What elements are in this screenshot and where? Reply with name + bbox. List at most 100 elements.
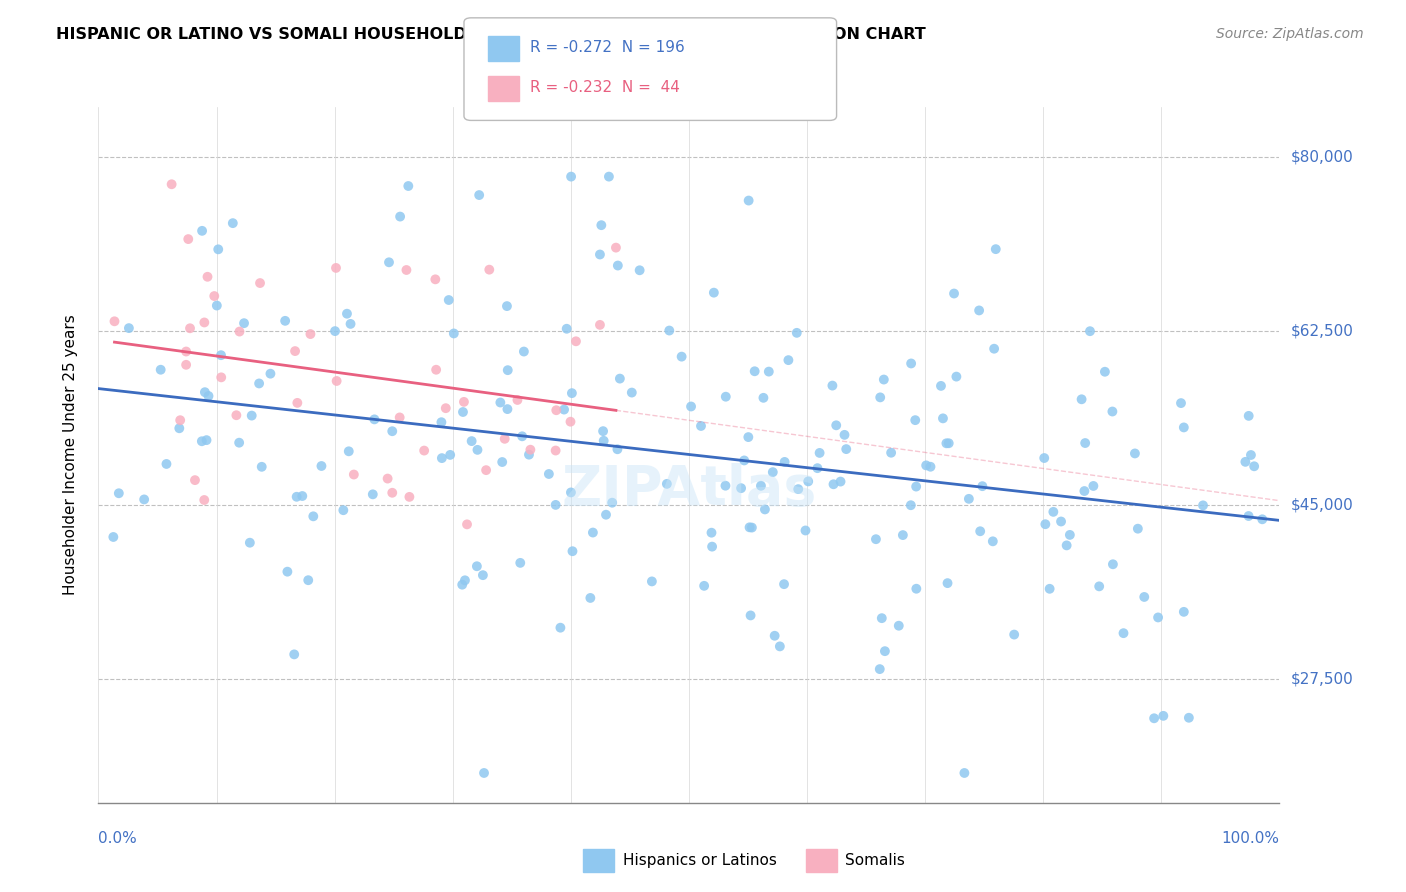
Text: HISPANIC OR LATINO VS SOMALI HOUSEHOLDER INCOME UNDER 25 YEARS CORRELATION CHART: HISPANIC OR LATINO VS SOMALI HOUSEHOLDER… [56, 27, 927, 42]
Point [283, 648, 305, 662]
Point [560, 415, 582, 429]
Point [510, 429, 533, 443]
Point [299, 327, 322, 342]
Point [740, 608, 762, 623]
Point [207, 243, 229, 257]
Point [891, 528, 914, 542]
Point [1133, 590, 1156, 604]
Point [758, 365, 780, 379]
Point [561, 544, 583, 558]
Point [945, 369, 967, 384]
Text: Somalis: Somalis [845, 854, 905, 868]
Point [228, 435, 250, 450]
Point [1123, 446, 1146, 460]
Point [1074, 436, 1097, 450]
Point [936, 576, 959, 591]
Point [752, 391, 775, 405]
Point [873, 644, 896, 658]
Point [1147, 610, 1170, 624]
Point [561, 386, 583, 401]
Point [332, 503, 354, 517]
Point [325, 260, 347, 275]
Point [193, 493, 215, 508]
Point [592, 434, 614, 448]
Point [1237, 409, 1260, 423]
Point [325, 374, 347, 388]
Point [938, 436, 960, 450]
Point [336, 307, 359, 321]
Point [700, 525, 723, 540]
Point [546, 403, 568, 417]
Point [983, 342, 1005, 356]
Point [1251, 512, 1274, 526]
Point [108, 486, 131, 500]
Point [806, 461, 828, 475]
Point [544, 498, 567, 512]
Point [969, 524, 991, 539]
Point [620, 385, 643, 400]
Point [658, 324, 681, 338]
Point [1143, 711, 1166, 725]
Point [491, 455, 513, 469]
Point [118, 321, 141, 335]
Point [905, 479, 928, 493]
Text: $80,000: $80,000 [1291, 149, 1354, 164]
Point [671, 350, 693, 364]
Point [537, 467, 560, 481]
Text: ZIPAtlas: ZIPAtlas [561, 463, 817, 516]
Text: $27,500: $27,500 [1291, 671, 1354, 686]
Point [519, 442, 541, 457]
Point [579, 591, 602, 605]
Point [225, 408, 247, 422]
Point [149, 362, 172, 376]
Point [741, 520, 763, 534]
Point [972, 479, 994, 493]
Point [1002, 627, 1025, 641]
Point [1088, 579, 1111, 593]
Point [825, 418, 848, 433]
Point [361, 487, 384, 501]
Point [560, 169, 582, 184]
Point [425, 363, 447, 377]
Text: $62,500: $62,500 [1291, 323, 1354, 338]
Point [205, 299, 228, 313]
Point [250, 459, 273, 474]
Point [600, 496, 623, 510]
Point [887, 618, 910, 632]
Point [773, 455, 796, 469]
Point [249, 276, 271, 290]
Point [787, 482, 810, 496]
Point [915, 458, 938, 473]
Point [1042, 505, 1064, 519]
Point [425, 272, 447, 286]
Point [714, 390, 737, 404]
Point [1237, 509, 1260, 524]
Point [834, 428, 856, 442]
Point [865, 532, 887, 546]
Point [209, 370, 232, 384]
Point [395, 263, 418, 277]
Point [160, 178, 183, 192]
Point [291, 489, 314, 503]
Point [1240, 448, 1263, 462]
Point [1173, 605, 1195, 619]
Point [240, 409, 263, 423]
Point [285, 490, 308, 504]
Point [900, 498, 922, 512]
Point [285, 396, 308, 410]
Point [744, 364, 766, 378]
Point [655, 476, 678, 491]
Point [454, 574, 477, 588]
Point [544, 443, 567, 458]
Point [377, 472, 399, 486]
Point [763, 629, 786, 643]
Point [605, 241, 627, 255]
Point [681, 400, 703, 414]
Point [184, 473, 207, 487]
Point [1083, 479, 1105, 493]
Text: 0.0%: 0.0% [98, 830, 138, 846]
Point [589, 247, 612, 261]
Point [396, 179, 419, 194]
Point [730, 481, 752, 495]
Point [193, 316, 215, 330]
